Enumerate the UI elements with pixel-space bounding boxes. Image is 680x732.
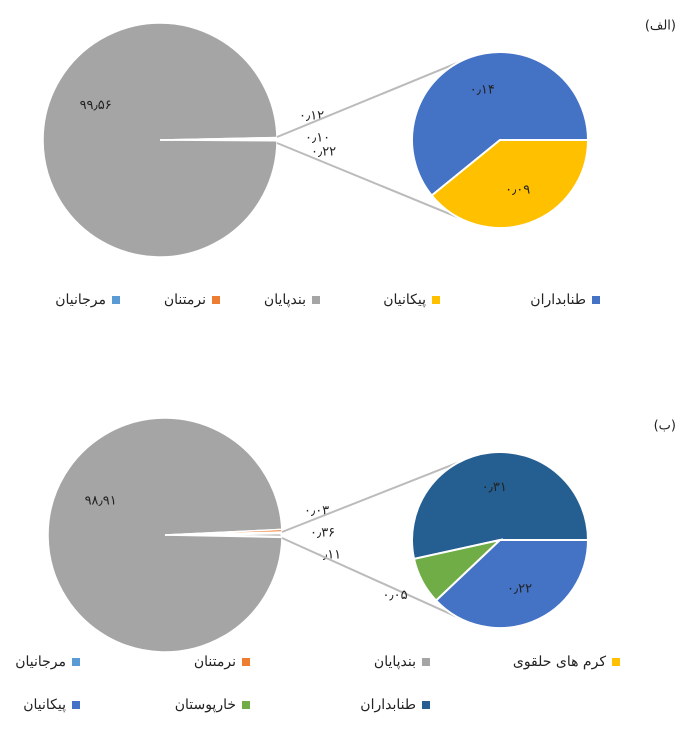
value-label: ۹۸٫۹۱ xyxy=(85,493,117,508)
legend-label: مرجانیان xyxy=(55,292,106,308)
legend-swatch xyxy=(432,296,440,304)
legend-label: نرمتنان xyxy=(194,654,236,670)
secondary-slice xyxy=(434,539,590,629)
legend-swatch xyxy=(422,701,430,709)
legend-label: پیکانیان xyxy=(23,697,66,713)
pie-slice xyxy=(159,137,278,141)
secondary-slice xyxy=(411,51,590,197)
value-label: ۰٫۲۲ xyxy=(311,145,336,160)
value-label: ۰٫۰۹ xyxy=(505,182,530,197)
connector xyxy=(281,537,460,619)
legend-label: خارپوستان xyxy=(175,697,236,713)
value-label: ۰٫۲۲ xyxy=(507,582,532,597)
legend-swatch xyxy=(72,658,80,666)
legend-swatch xyxy=(212,296,220,304)
legend-swatch xyxy=(312,296,320,304)
legend-label: طنابداران xyxy=(530,292,586,308)
secondary-slice xyxy=(430,139,590,229)
legend-label: کرم های حلقوی xyxy=(513,654,606,670)
connector xyxy=(276,61,460,138)
value-label: ۰٫۱۴ xyxy=(470,83,495,98)
legend-label: بندپایان xyxy=(264,292,306,308)
legend-swatch xyxy=(112,296,120,304)
value-label: ۰٫۱۰ xyxy=(305,131,330,146)
legend-swatch xyxy=(612,658,620,666)
legend-label: بندپایان xyxy=(374,654,416,670)
panel-label: (ب) xyxy=(654,419,676,434)
panel-label: (الف) xyxy=(645,19,676,34)
legend-swatch xyxy=(592,296,600,304)
connector xyxy=(276,142,460,219)
legend-swatch xyxy=(242,658,250,666)
legend-label: پیکانیان xyxy=(383,292,426,308)
legend-label: مرجانیان xyxy=(15,654,66,670)
value-label: ۰٫۳۶ xyxy=(310,526,335,541)
legend-label: طنابداران xyxy=(360,697,416,713)
legend-swatch xyxy=(422,658,430,666)
value-label: ۰٫۰۳ xyxy=(304,504,329,519)
value-label: ۰٫۳۱ xyxy=(482,480,507,495)
secondary-slice xyxy=(411,451,590,561)
legend-swatch xyxy=(72,701,80,709)
legend-label: نرمتنان xyxy=(164,292,206,308)
value-label: ۰٫۱۱ xyxy=(316,548,341,563)
legend-swatch xyxy=(242,701,250,709)
value-label: ۰٫۰۵ xyxy=(382,588,407,603)
connector xyxy=(281,461,460,533)
pie-slice xyxy=(164,531,283,536)
value-label: ۰٫۱۲ xyxy=(299,109,324,124)
value-label: ۹۹٫۵۶ xyxy=(80,98,112,113)
